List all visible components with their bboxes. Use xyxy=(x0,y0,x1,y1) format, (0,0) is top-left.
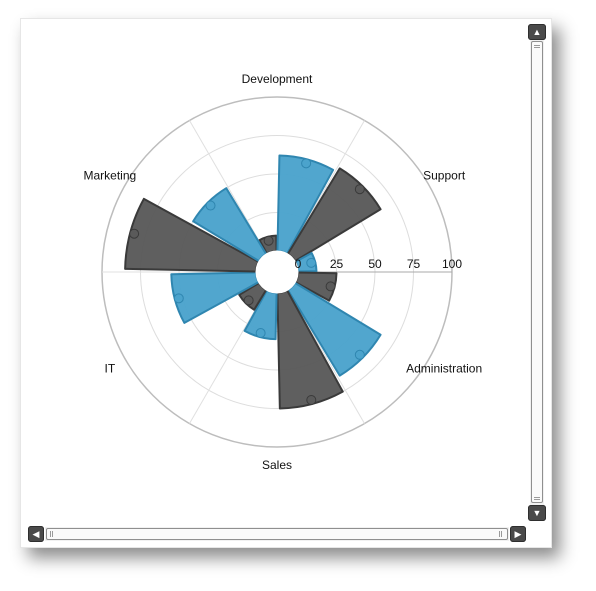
bar-marker xyxy=(173,293,184,304)
scroll-up-button[interactable]: ▲ xyxy=(528,24,546,40)
bar-marker xyxy=(325,281,336,292)
polar-chart: 0 25 50 75 100 Development Support Administrati… xyxy=(84,72,483,472)
vertical-scrollbar[interactable]: ▲ ▼ xyxy=(528,24,546,521)
chart-window: 0 25 50 75 100 Development Support Administrati… xyxy=(20,18,552,548)
tick-label: 100 xyxy=(442,257,462,271)
bar-marker xyxy=(205,200,216,211)
scroll-left-button[interactable]: ◀ xyxy=(28,526,44,542)
vertical-scroll-thumb[interactable] xyxy=(531,41,543,503)
category-label: Sales xyxy=(262,458,292,472)
category-label: IT xyxy=(105,362,116,376)
horizontal-scroll-thumb[interactable] xyxy=(46,528,508,540)
bar-marker xyxy=(263,235,274,246)
tick-label: 25 xyxy=(330,257,344,271)
tick-label: 0 xyxy=(295,257,302,271)
horizontal-scrollbar[interactable]: ◀ ▶ xyxy=(28,525,526,543)
bar-marker xyxy=(354,184,365,195)
bar-marker xyxy=(301,158,312,169)
category-label: Support xyxy=(423,169,466,183)
category-label: Development xyxy=(242,72,313,86)
bar-marker xyxy=(306,257,317,268)
center-hole xyxy=(255,250,299,294)
scroll-down-button[interactable]: ▼ xyxy=(528,505,546,521)
bar-marker xyxy=(354,349,365,360)
category-label: Administration xyxy=(406,362,482,376)
bar-marker xyxy=(243,295,254,306)
tick-label: 50 xyxy=(368,257,382,271)
bar-marker xyxy=(255,328,266,339)
scroll-right-button[interactable]: ▶ xyxy=(510,526,526,542)
bar-marker xyxy=(129,228,140,239)
category-label: Marketing xyxy=(84,169,137,183)
tick-label: 75 xyxy=(407,257,421,271)
bar-marker xyxy=(306,394,317,405)
